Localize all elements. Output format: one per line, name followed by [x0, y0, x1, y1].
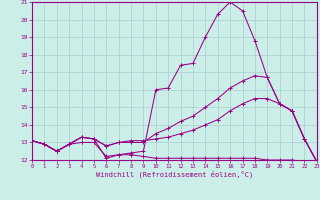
X-axis label: Windchill (Refroidissement éolien,°C): Windchill (Refroidissement éolien,°C)	[96, 171, 253, 178]
